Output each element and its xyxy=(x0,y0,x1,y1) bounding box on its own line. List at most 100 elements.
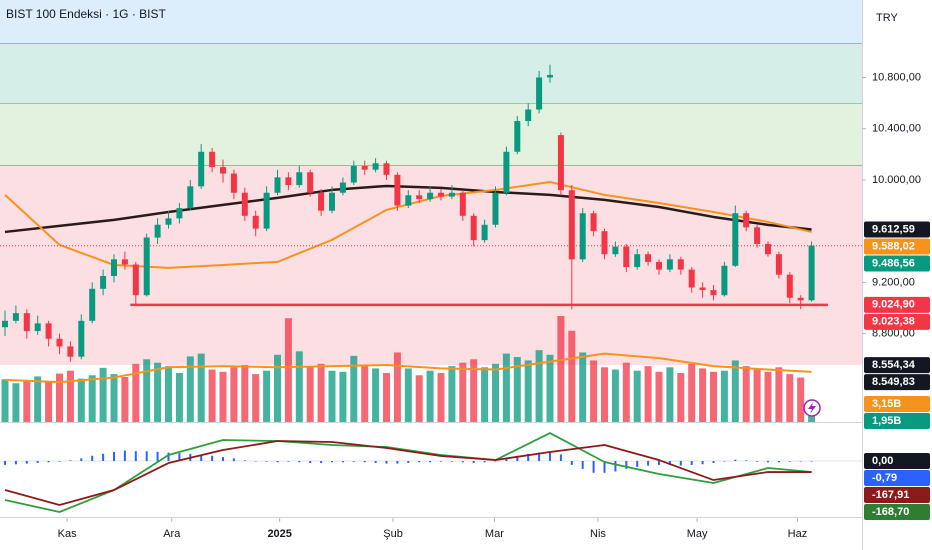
volume-bar xyxy=(448,366,456,422)
candle-body xyxy=(318,192,325,211)
currency-label[interactable]: TRY xyxy=(876,12,898,24)
candle-body xyxy=(2,320,8,328)
price-label: -167,91 xyxy=(872,489,909,501)
macd-histogram-bar xyxy=(647,461,650,466)
macd-histogram-bar xyxy=(363,461,366,463)
macd-histogram-bar xyxy=(505,458,508,462)
candle-body xyxy=(329,192,335,211)
volume-bar xyxy=(393,352,401,422)
candle-body xyxy=(492,192,499,225)
macd-histogram-bar xyxy=(429,461,432,463)
macd-histogram-bar xyxy=(91,455,94,462)
volume-bar xyxy=(23,380,31,422)
macd-histogram-bar xyxy=(516,455,519,462)
volume-bar xyxy=(546,354,554,422)
macd-histogram-bar xyxy=(69,460,72,462)
candle-body xyxy=(427,192,434,200)
volume-bar xyxy=(644,366,652,422)
volume-bar xyxy=(186,356,194,422)
candle-body xyxy=(143,237,150,296)
volume-bar xyxy=(797,377,805,422)
volume-bar xyxy=(306,367,314,422)
candle-body xyxy=(470,215,477,241)
volume-bar xyxy=(731,360,739,422)
macd-histogram-bar xyxy=(734,459,737,462)
candle-body xyxy=(405,195,412,206)
volume-bar xyxy=(404,368,412,422)
chart-title: BIST 100 Endeksi · 1G · BIST xyxy=(6,7,167,21)
candle-body xyxy=(525,109,532,122)
volume-bar xyxy=(45,382,53,422)
candle-body xyxy=(666,259,673,270)
x-tick-label: May xyxy=(687,528,708,540)
macd-line xyxy=(4,432,812,513)
candle-body xyxy=(198,151,205,187)
volume-bar xyxy=(317,363,325,422)
volume-bar xyxy=(590,360,598,422)
price-label: 1,95B xyxy=(872,415,901,427)
macd-histogram-bar xyxy=(767,461,769,463)
y-tick-label: 10.000,00 xyxy=(872,174,921,186)
macd-histogram-bar xyxy=(145,451,148,462)
volume-bar xyxy=(88,375,96,422)
candle-body xyxy=(111,259,117,276)
price-label: 9.612,59 xyxy=(872,223,915,235)
candle-body xyxy=(209,151,216,168)
volume-bar xyxy=(372,368,380,422)
macd-histogram-bar xyxy=(756,461,759,462)
candle-body xyxy=(252,215,259,229)
volume-bar xyxy=(252,374,260,422)
macd-histogram-bar xyxy=(472,461,475,463)
price-label: -168,70 xyxy=(872,506,909,518)
volume-bar xyxy=(361,365,369,422)
macd-histogram-bar xyxy=(58,461,61,462)
volume-bar xyxy=(437,372,445,422)
candle-body xyxy=(547,74,553,78)
volume-bar xyxy=(154,362,162,422)
candle-body xyxy=(612,246,619,255)
price-pane xyxy=(0,64,862,362)
volume-bar xyxy=(622,362,630,422)
macd-histogram-bar xyxy=(461,461,464,463)
macd-histogram-bar xyxy=(799,461,802,462)
price-label-box xyxy=(864,487,930,504)
zone xyxy=(0,43,862,104)
volume-bar xyxy=(666,367,674,422)
candle-body xyxy=(699,287,706,291)
candle-body xyxy=(307,172,314,193)
y-tick-label: 8.800,00 xyxy=(872,328,915,340)
macd-histogram-bar xyxy=(211,455,214,462)
price-label: 9.588,02 xyxy=(872,240,915,252)
candle-body xyxy=(274,177,281,193)
volume-bar xyxy=(34,376,42,422)
macd-histogram-bar xyxy=(418,461,421,463)
volume-bar xyxy=(110,374,118,422)
price-label-box xyxy=(864,413,930,430)
price-label: 8.549,83 xyxy=(872,376,915,388)
y-tick-label: 10.800,00 xyxy=(872,71,921,83)
macd-histogram-bar xyxy=(320,461,323,463)
alert-bolt xyxy=(808,402,816,414)
candle-body xyxy=(481,224,488,241)
macd-histogram-bar xyxy=(287,461,290,462)
volume-bar xyxy=(601,367,608,422)
currency-button[interactable] xyxy=(866,6,906,30)
volume-bar xyxy=(132,363,140,422)
candle-body xyxy=(34,323,41,332)
volume-bar xyxy=(197,353,205,422)
price-label-box xyxy=(864,313,930,330)
macd-histogram-bar xyxy=(810,461,813,462)
volume-bar xyxy=(677,372,685,422)
x-tick-label: Ara xyxy=(163,528,181,540)
macd-histogram-bar xyxy=(254,461,257,462)
candle-body xyxy=(154,224,161,238)
volume-bar xyxy=(66,370,74,422)
volume-bar xyxy=(470,359,478,422)
macd-histogram-bar xyxy=(396,461,399,464)
price-label-box xyxy=(864,255,930,272)
macd-histogram-bar xyxy=(668,461,671,465)
candle-body xyxy=(383,163,390,175)
macd-histogram-bar xyxy=(243,460,246,462)
